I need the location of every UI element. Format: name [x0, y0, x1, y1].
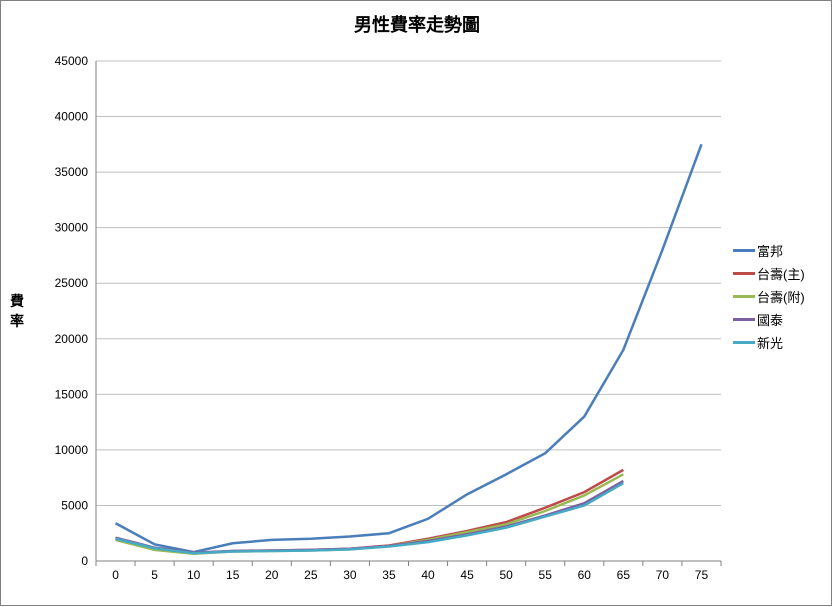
- x-tick-label: 50: [499, 568, 513, 582]
- x-tick-label: 60: [578, 568, 592, 582]
- x-tick-label: 20: [265, 568, 279, 582]
- legend-label: 台壽(主): [757, 264, 805, 283]
- x-tick-label: 40: [421, 568, 435, 582]
- legend-swatch: [733, 341, 755, 344]
- y-tick-label: 25000: [55, 276, 89, 290]
- y-tick-label: 10000: [55, 443, 89, 457]
- x-tick-label: 10: [187, 568, 201, 582]
- chart-legend: 富邦台壽(主) 台壽(附) 國泰新光: [733, 241, 805, 356]
- chart-plot: 0 5000 10000 15000 20000 25000 30000 35000 40000…: [1, 1, 832, 607]
- legend-swatch: [733, 272, 755, 275]
- legend-item: 國泰: [733, 310, 805, 329]
- legend-item: 台壽(附): [733, 287, 805, 306]
- x-tick-label: 0: [112, 568, 119, 582]
- x-tick-label: 5: [151, 568, 158, 582]
- x-tick-label: 30: [343, 568, 357, 582]
- series-line: [116, 483, 624, 553]
- y-tick-label: 40000: [55, 110, 89, 124]
- y-tick-label: 45000: [55, 54, 89, 68]
- legend-item: 新光: [733, 333, 805, 352]
- x-tick-label: 75: [695, 568, 709, 582]
- legend-swatch: [733, 295, 755, 298]
- y-axis-label: 費率: [7, 291, 27, 331]
- series-line: [116, 144, 702, 552]
- x-tick-label: 25: [304, 568, 318, 582]
- x-tick-label: 15: [226, 568, 240, 582]
- legend-label: 台壽(附): [757, 287, 805, 306]
- y-tick-label: 20000: [55, 332, 89, 346]
- chart-container: 男性費率走勢圖 費率 05000100001500020000250003000…: [0, 0, 832, 606]
- y-tick-label: 15000: [55, 387, 89, 401]
- legend-label: 國泰: [757, 310, 783, 329]
- legend-item: 台壽(主): [733, 264, 805, 283]
- x-tick-label: 65: [617, 568, 631, 582]
- legend-item: 富邦: [733, 241, 805, 260]
- legend-swatch: [733, 318, 755, 321]
- x-tick-label: 35: [382, 568, 396, 582]
- y-tick-label: 35000: [55, 165, 89, 179]
- legend-label: 新光: [757, 333, 783, 352]
- y-tick-label: 5000: [61, 498, 88, 512]
- legend-label: 富邦: [757, 241, 783, 260]
- y-tick-label: 0: [81, 554, 88, 568]
- legend-swatch: [733, 249, 755, 252]
- y-tick-label: 30000: [55, 221, 89, 235]
- chart-title: 男性費率走勢圖: [1, 11, 832, 37]
- x-tick-label: 55: [539, 568, 553, 582]
- x-tick-label: 45: [460, 568, 474, 582]
- x-tick-label: 70: [656, 568, 670, 582]
